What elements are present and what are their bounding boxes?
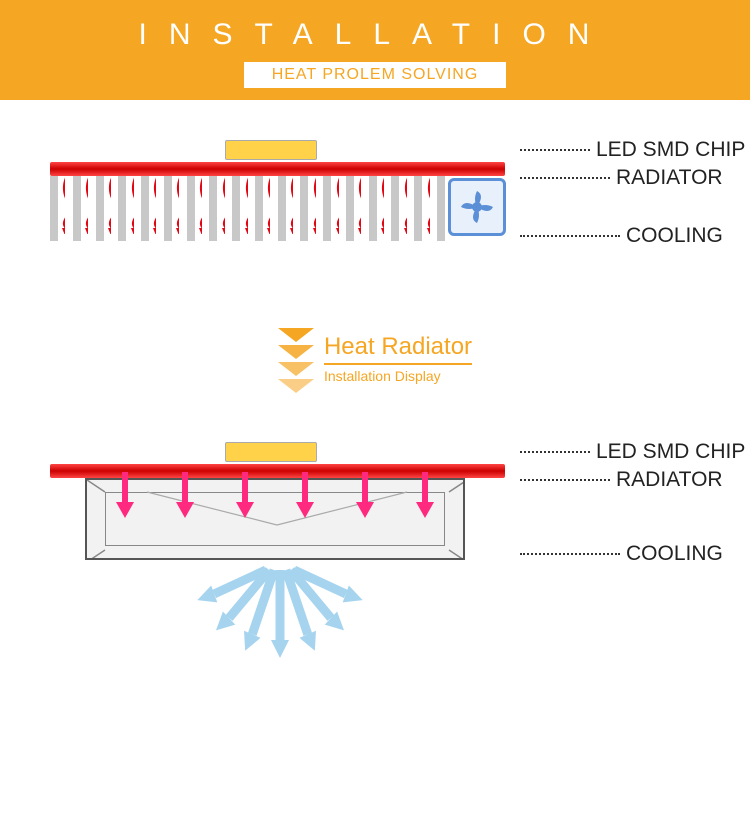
subtitle-box: HEAT PROLEM SOLVING [244, 62, 507, 88]
heat-arrow-icon [266, 176, 270, 234]
heat-arrow-icon [130, 176, 134, 234]
down-triangle-icon [278, 328, 314, 342]
heat-arrow-icon [107, 176, 111, 234]
middle-section: Heat Radiator Installation Display [30, 315, 720, 402]
label-chip2: LED SMD CHIP [590, 440, 745, 464]
heat-arrow-icon [61, 176, 65, 234]
mid-title: Heat Radiator [324, 333, 472, 361]
heat-arrow-icon [357, 176, 361, 234]
heat-arrow-icon [198, 176, 202, 234]
radiator-fin [50, 176, 58, 241]
heat-arrow-icon [84, 176, 88, 234]
box-diagonals [87, 480, 463, 558]
label-row-radiator2: RADIATOR [520, 468, 720, 492]
label-row-cooling2: COOLING [520, 542, 720, 566]
down-triangles [278, 325, 314, 396]
radiator-fin [346, 176, 354, 241]
fan-icon [448, 178, 506, 236]
heat-arrow-icon [380, 176, 384, 234]
heat-down-arrow-icon [236, 472, 254, 520]
cool-arrows [90, 562, 470, 662]
radiator-fin [323, 176, 331, 241]
radiator-fin [278, 176, 286, 241]
heat-down-arrow-icon [296, 472, 314, 520]
label-row-chip: LED SMD CHIP [520, 138, 720, 162]
down-triangle-icon [278, 379, 314, 393]
heat-arrow-icon [335, 176, 339, 234]
labels-column2: LED SMD CHIP RADIATOR COOLING [520, 440, 720, 572]
chip-block [225, 140, 317, 160]
radiator-fin [437, 176, 445, 241]
page-title: INSTALLATION [0, 18, 750, 52]
radiator-fin [255, 176, 263, 241]
diagram-fan-cooling: LED SMD CHIP RADIATOR COOLING [30, 140, 720, 295]
content-area: LED SMD CHIP RADIATOR COOLING Heat Radia… [0, 100, 750, 722]
heat-arrow-icon [312, 176, 316, 234]
label-radiator: RADIATOR [610, 166, 723, 190]
chip-block2 [225, 442, 317, 462]
radiator-fin [141, 176, 149, 241]
heat-arrow-icon [221, 176, 225, 234]
mid-subtitle: Installation Display [324, 363, 472, 384]
radiator-fin [96, 176, 104, 241]
heat-down-arrow-icon [176, 472, 194, 520]
down-triangle-icon [278, 345, 314, 359]
radiator-fin [73, 176, 81, 241]
heat-arrow-icon [289, 176, 293, 234]
heat-arrow-icon [152, 176, 156, 234]
radiator-fin [118, 176, 126, 241]
radiator-bar [50, 162, 505, 176]
heat-arrow-icon [426, 176, 430, 234]
radiator-fin [187, 176, 195, 241]
label-cooling2: COOLING [620, 542, 723, 566]
subtitle: HEAT PROLEM SOLVING [272, 66, 479, 83]
label-row-radiator: RADIATOR [520, 166, 720, 190]
header-banner: INSTALLATION HEAT PROLEM SOLVING [0, 0, 750, 100]
heat-arrow-icon [403, 176, 407, 234]
heat-down-arrow-icon [356, 472, 374, 520]
label-row-cooling: COOLING [520, 224, 720, 248]
radiator-fin [414, 176, 422, 241]
label-chip: LED SMD CHIP [590, 138, 745, 162]
labels-column: LED SMD CHIP RADIATOR COOLING [520, 138, 720, 254]
radiator-fin [232, 176, 240, 241]
heat-down-arrow-icon [416, 472, 434, 520]
label-radiator2: RADIATOR [610, 468, 723, 492]
diagram-box-cooling: LED SMD CHIP RADIATOR COOLING [30, 442, 720, 702]
radiator-fin [300, 176, 308, 241]
cooling-box [85, 478, 465, 560]
heat-arrow-icon [244, 176, 248, 234]
label-cooling: COOLING [620, 224, 723, 248]
radiator-fin [369, 176, 377, 241]
radiator-fin [209, 176, 217, 241]
down-triangle-icon [278, 362, 314, 376]
radiator-fin [391, 176, 399, 241]
middle-text-block: Heat Radiator Installation Display [324, 333, 472, 384]
radiator-fin [164, 176, 172, 241]
label-row-chip2: LED SMD CHIP [520, 440, 720, 464]
heat-arrow-icon [175, 176, 179, 234]
heat-down-arrow-icon [116, 472, 134, 520]
